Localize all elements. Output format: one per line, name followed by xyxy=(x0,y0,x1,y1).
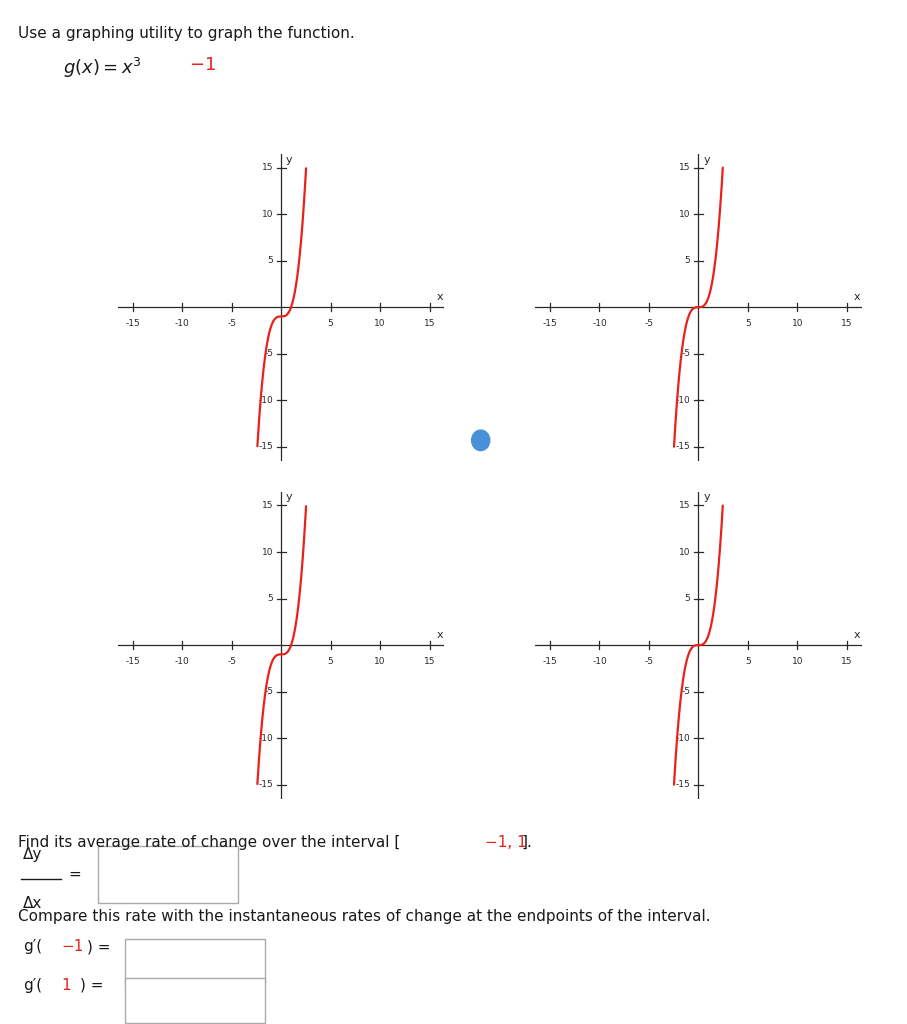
Text: 10: 10 xyxy=(792,657,803,667)
Text: Find its average rate of change over the interval [: Find its average rate of change over the… xyxy=(18,835,401,850)
Text: -15: -15 xyxy=(542,319,557,329)
Text: -15: -15 xyxy=(258,780,273,790)
Text: 10: 10 xyxy=(262,548,273,556)
Text: 5: 5 xyxy=(685,256,690,265)
Text: 15: 15 xyxy=(262,501,273,510)
Text: ) =: ) = xyxy=(87,939,111,954)
Text: -10: -10 xyxy=(676,396,690,404)
Text: -10: -10 xyxy=(676,734,690,742)
Text: ) =: ) = xyxy=(80,978,103,993)
Text: -15: -15 xyxy=(676,442,690,452)
Text: Compare this rate with the instantaneous rates of change at the endpoints of the: Compare this rate with the instantaneous… xyxy=(18,909,711,925)
Text: ].: ]. xyxy=(522,835,532,850)
Text: $- 1$: $- 1$ xyxy=(189,56,216,75)
Text: Use a graphing utility to graph the function.: Use a graphing utility to graph the func… xyxy=(18,26,355,41)
Text: -15: -15 xyxy=(542,657,557,667)
Text: -10: -10 xyxy=(258,734,273,742)
Text: x: x xyxy=(854,292,861,302)
Text: x: x xyxy=(437,630,444,640)
Text: 10: 10 xyxy=(375,657,385,667)
Text: -5: -5 xyxy=(264,349,273,358)
Text: 5: 5 xyxy=(685,594,690,603)
Text: $g(x) = x^3$: $g(x) = x^3$ xyxy=(63,56,142,81)
Text: y: y xyxy=(703,493,710,503)
Text: -5: -5 xyxy=(227,657,236,667)
Text: -10: -10 xyxy=(175,319,190,329)
Text: 10: 10 xyxy=(792,319,803,329)
Text: 5: 5 xyxy=(327,319,334,329)
Text: 15: 15 xyxy=(841,657,853,667)
Text: g′(: g′( xyxy=(23,978,42,993)
Text: -5: -5 xyxy=(644,657,653,667)
Text: 15: 15 xyxy=(679,501,690,510)
Text: -10: -10 xyxy=(592,319,607,329)
Text: -15: -15 xyxy=(258,442,273,452)
Text: Δx: Δx xyxy=(23,896,42,911)
Text: -15: -15 xyxy=(125,657,140,667)
Text: -5: -5 xyxy=(644,319,653,329)
Text: 1: 1 xyxy=(62,978,72,993)
Text: 10: 10 xyxy=(679,210,690,218)
Text: 10: 10 xyxy=(262,210,273,218)
Text: 10: 10 xyxy=(375,319,385,329)
Text: 10: 10 xyxy=(679,548,690,556)
Text: 15: 15 xyxy=(679,163,690,172)
Text: x: x xyxy=(854,630,861,640)
Text: -5: -5 xyxy=(681,349,690,358)
Text: -10: -10 xyxy=(258,396,273,404)
Text: y: y xyxy=(703,155,710,165)
Text: −1: −1 xyxy=(62,939,84,954)
Text: -10: -10 xyxy=(175,657,190,667)
Text: -10: -10 xyxy=(592,657,607,667)
Text: 5: 5 xyxy=(268,256,273,265)
Text: −1, 1: −1, 1 xyxy=(485,835,527,850)
Text: y: y xyxy=(286,493,293,503)
Text: 15: 15 xyxy=(841,319,853,329)
Text: g′(: g′( xyxy=(23,939,42,954)
Text: y: y xyxy=(286,155,293,165)
Text: 15: 15 xyxy=(262,163,273,172)
Text: -5: -5 xyxy=(681,687,690,696)
Text: 15: 15 xyxy=(424,319,435,329)
Text: Δy: Δy xyxy=(23,847,42,862)
Text: -15: -15 xyxy=(676,780,690,790)
Text: -15: -15 xyxy=(125,319,140,329)
Text: 5: 5 xyxy=(268,594,273,603)
Text: 15: 15 xyxy=(424,657,435,667)
Text: 5: 5 xyxy=(745,657,751,667)
Text: -5: -5 xyxy=(264,687,273,696)
Text: 5: 5 xyxy=(745,319,751,329)
Text: x: x xyxy=(437,292,444,302)
Text: -5: -5 xyxy=(227,319,236,329)
Text: 5: 5 xyxy=(327,657,334,667)
Text: =: = xyxy=(68,866,81,882)
